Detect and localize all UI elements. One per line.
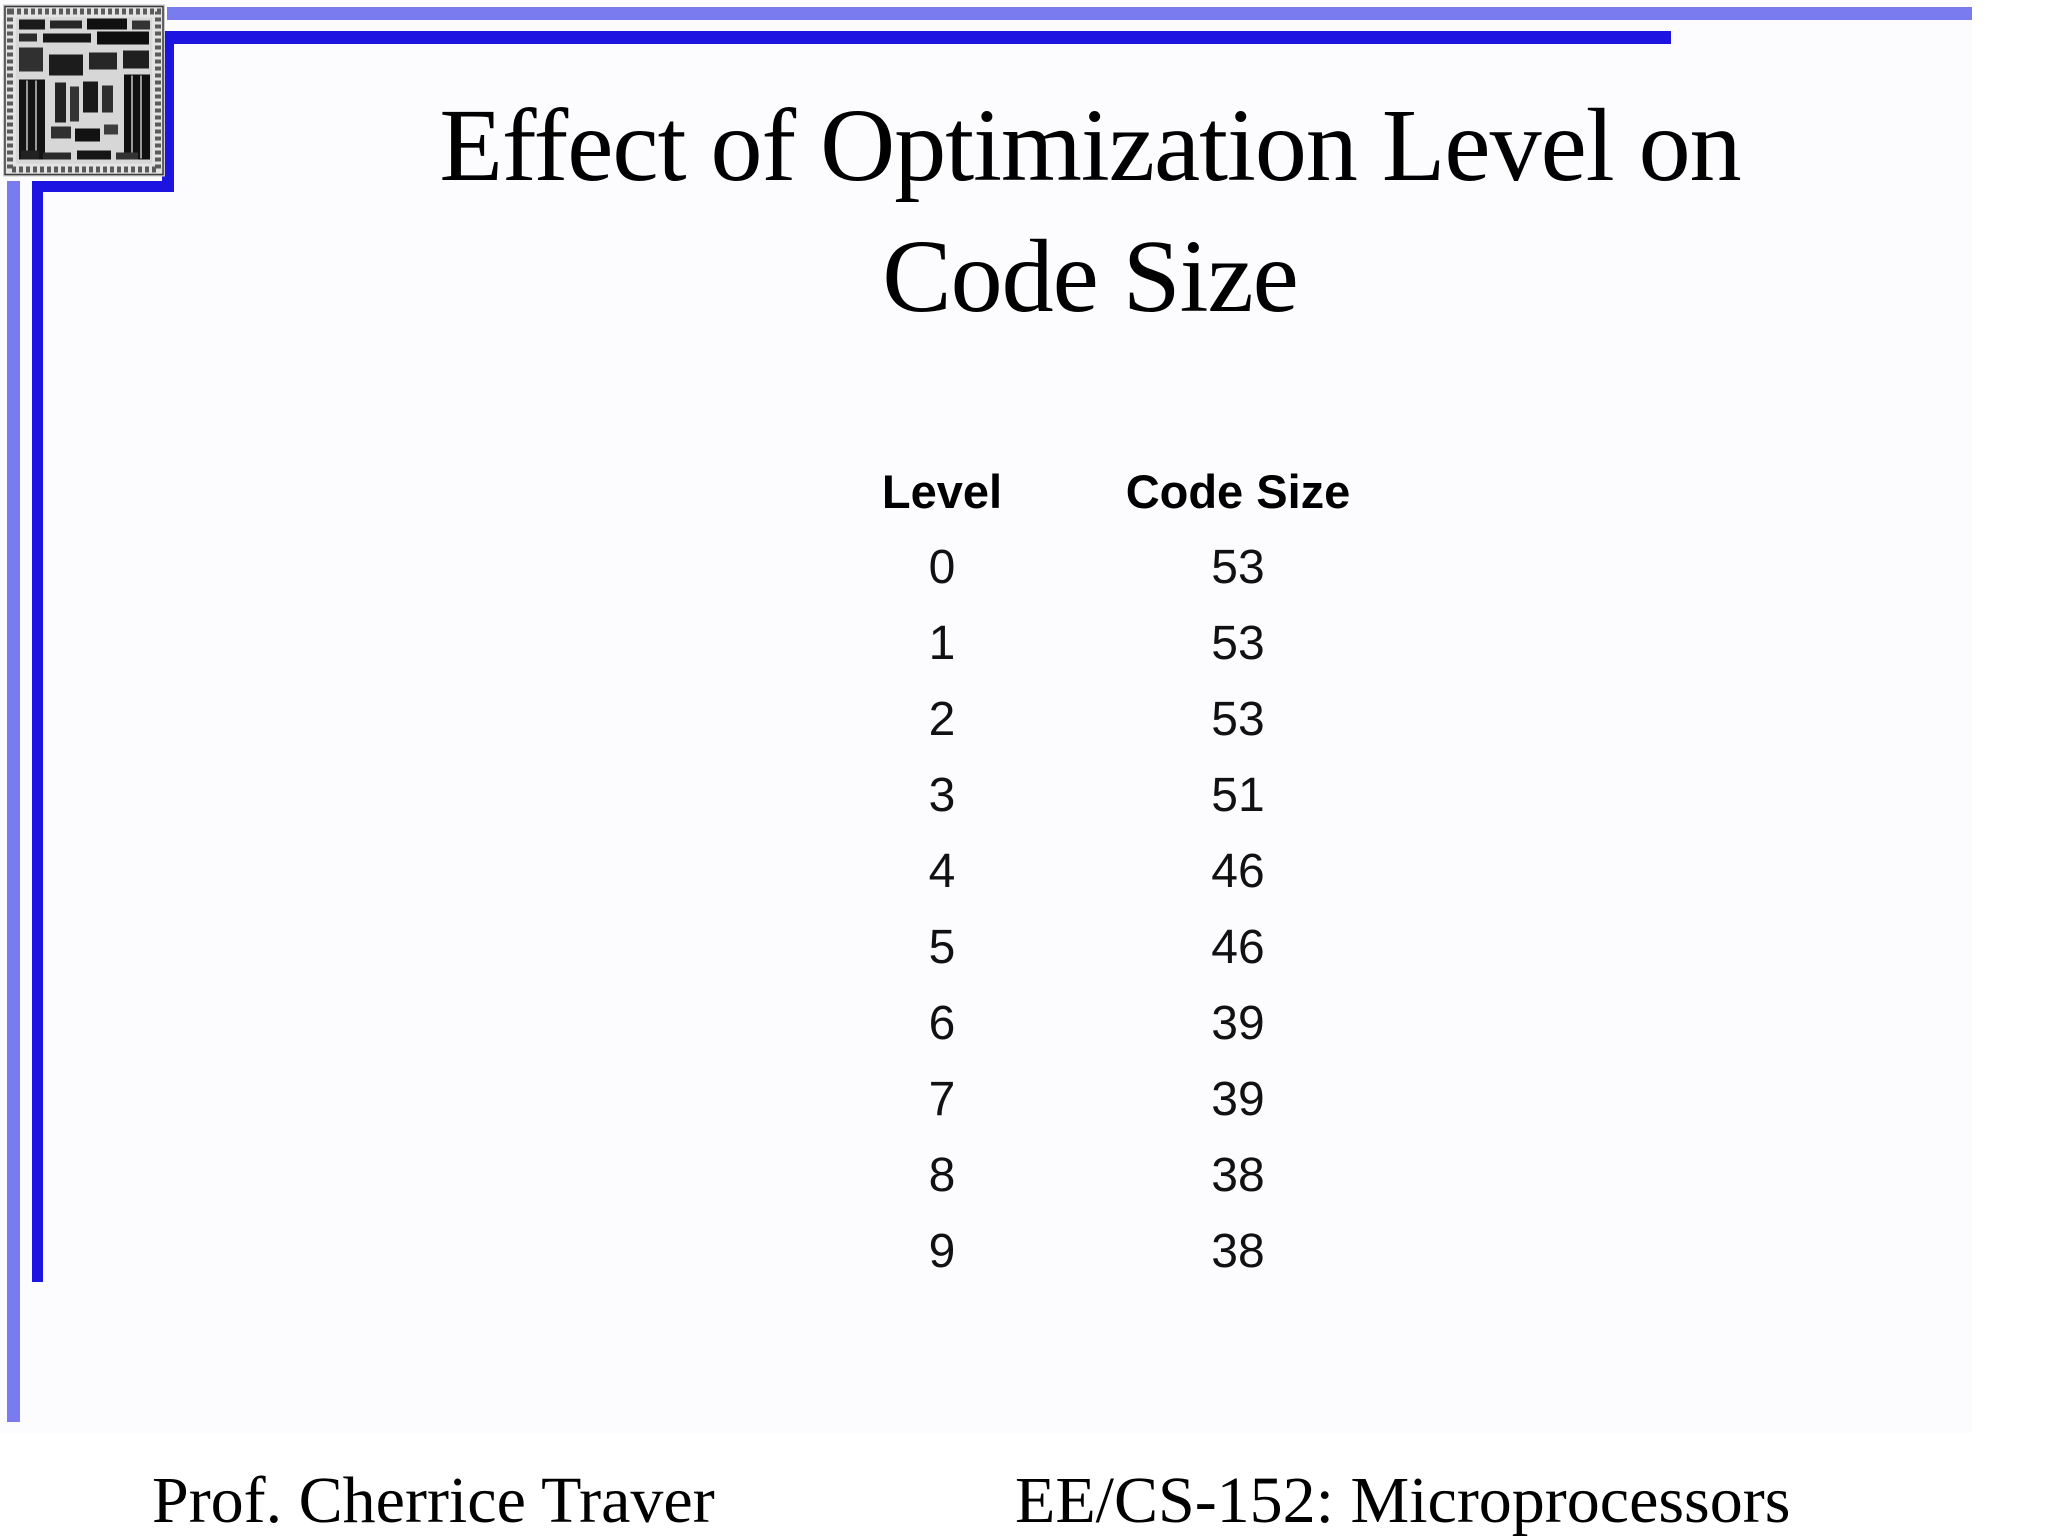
level-cell: 7 bbox=[928, 1072, 956, 1126]
accent-line-light-left bbox=[7, 181, 20, 1422]
accent-line-dark-chip-right bbox=[162, 31, 174, 192]
accent-line-light-top bbox=[167, 7, 1972, 20]
level-cell: 4 bbox=[928, 844, 956, 898]
level-cell: 8 bbox=[928, 1148, 956, 1202]
table-header-row: Level Code Size bbox=[792, 453, 1384, 529]
code-size-cell: 39 bbox=[1211, 996, 1265, 1050]
code-size-cell: 53 bbox=[1211, 692, 1265, 746]
accent-line-dark-chip-bottom bbox=[32, 181, 174, 192]
level-cell: 3 bbox=[928, 768, 956, 822]
code-size-cell: 38 bbox=[1211, 1148, 1265, 1202]
background-shade bbox=[0, 0, 1972, 1433]
code-size-cell: 51 bbox=[1211, 768, 1265, 822]
footer-course: EE/CS-152: Microprocessors bbox=[1015, 1464, 1791, 1537]
code-size-cell: 46 bbox=[1211, 844, 1265, 898]
code-size-cell: 53 bbox=[1211, 540, 1265, 594]
level-cell: 1 bbox=[928, 616, 956, 670]
table-row: 3 51 bbox=[792, 757, 1384, 833]
level-cell: 6 bbox=[928, 996, 956, 1050]
slide-title-line-2: Code Size bbox=[882, 219, 1299, 334]
code-size-cell: 53 bbox=[1211, 616, 1265, 670]
table-row: 8 38 bbox=[792, 1137, 1384, 1213]
table-row: 1 53 bbox=[792, 605, 1384, 681]
column-header-level: Level bbox=[881, 464, 1003, 518]
table-row: 0 53 bbox=[792, 529, 1384, 605]
footer-author: Prof. Cherrice Traver bbox=[152, 1464, 715, 1537]
code-size-cell: 38 bbox=[1211, 1224, 1265, 1278]
table-row: 9 38 bbox=[792, 1213, 1384, 1289]
table-body: 0 53 1 53 2 53 3 51 4 46 5 46 6 39 7 39 8 38 9 38 bbox=[792, 529, 1384, 1289]
table-row: 7 39 bbox=[792, 1061, 1384, 1137]
level-cell: 2 bbox=[928, 692, 956, 746]
level-cell: 9 bbox=[928, 1224, 956, 1278]
table-row: 2 53 bbox=[792, 681, 1384, 757]
table-row: 4 46 bbox=[792, 833, 1384, 909]
table-row: 6 39 bbox=[792, 985, 1384, 1061]
accent-line-dark-left bbox=[32, 181, 43, 1282]
table-row: 5 46 bbox=[792, 909, 1384, 985]
slide-title-line-1: Effect of Optimization Level on bbox=[439, 88, 1741, 203]
slide-title: Effect of Optimization Level on Code Siz… bbox=[132, 80, 2048, 342]
level-cell: 0 bbox=[928, 540, 956, 594]
code-size-cell: 39 bbox=[1211, 1072, 1265, 1126]
column-header-code-size: Code Size bbox=[1125, 464, 1351, 518]
code-size-cell: 46 bbox=[1211, 920, 1265, 974]
code-size-table: Level Code Size 0 53 1 53 2 53 3 51 4 46 5 46 6 39 7 39… bbox=[792, 453, 1384, 1289]
level-cell: 5 bbox=[928, 920, 956, 974]
accent-line-dark-top bbox=[162, 31, 1671, 44]
chip-die-image bbox=[3, 4, 165, 177]
